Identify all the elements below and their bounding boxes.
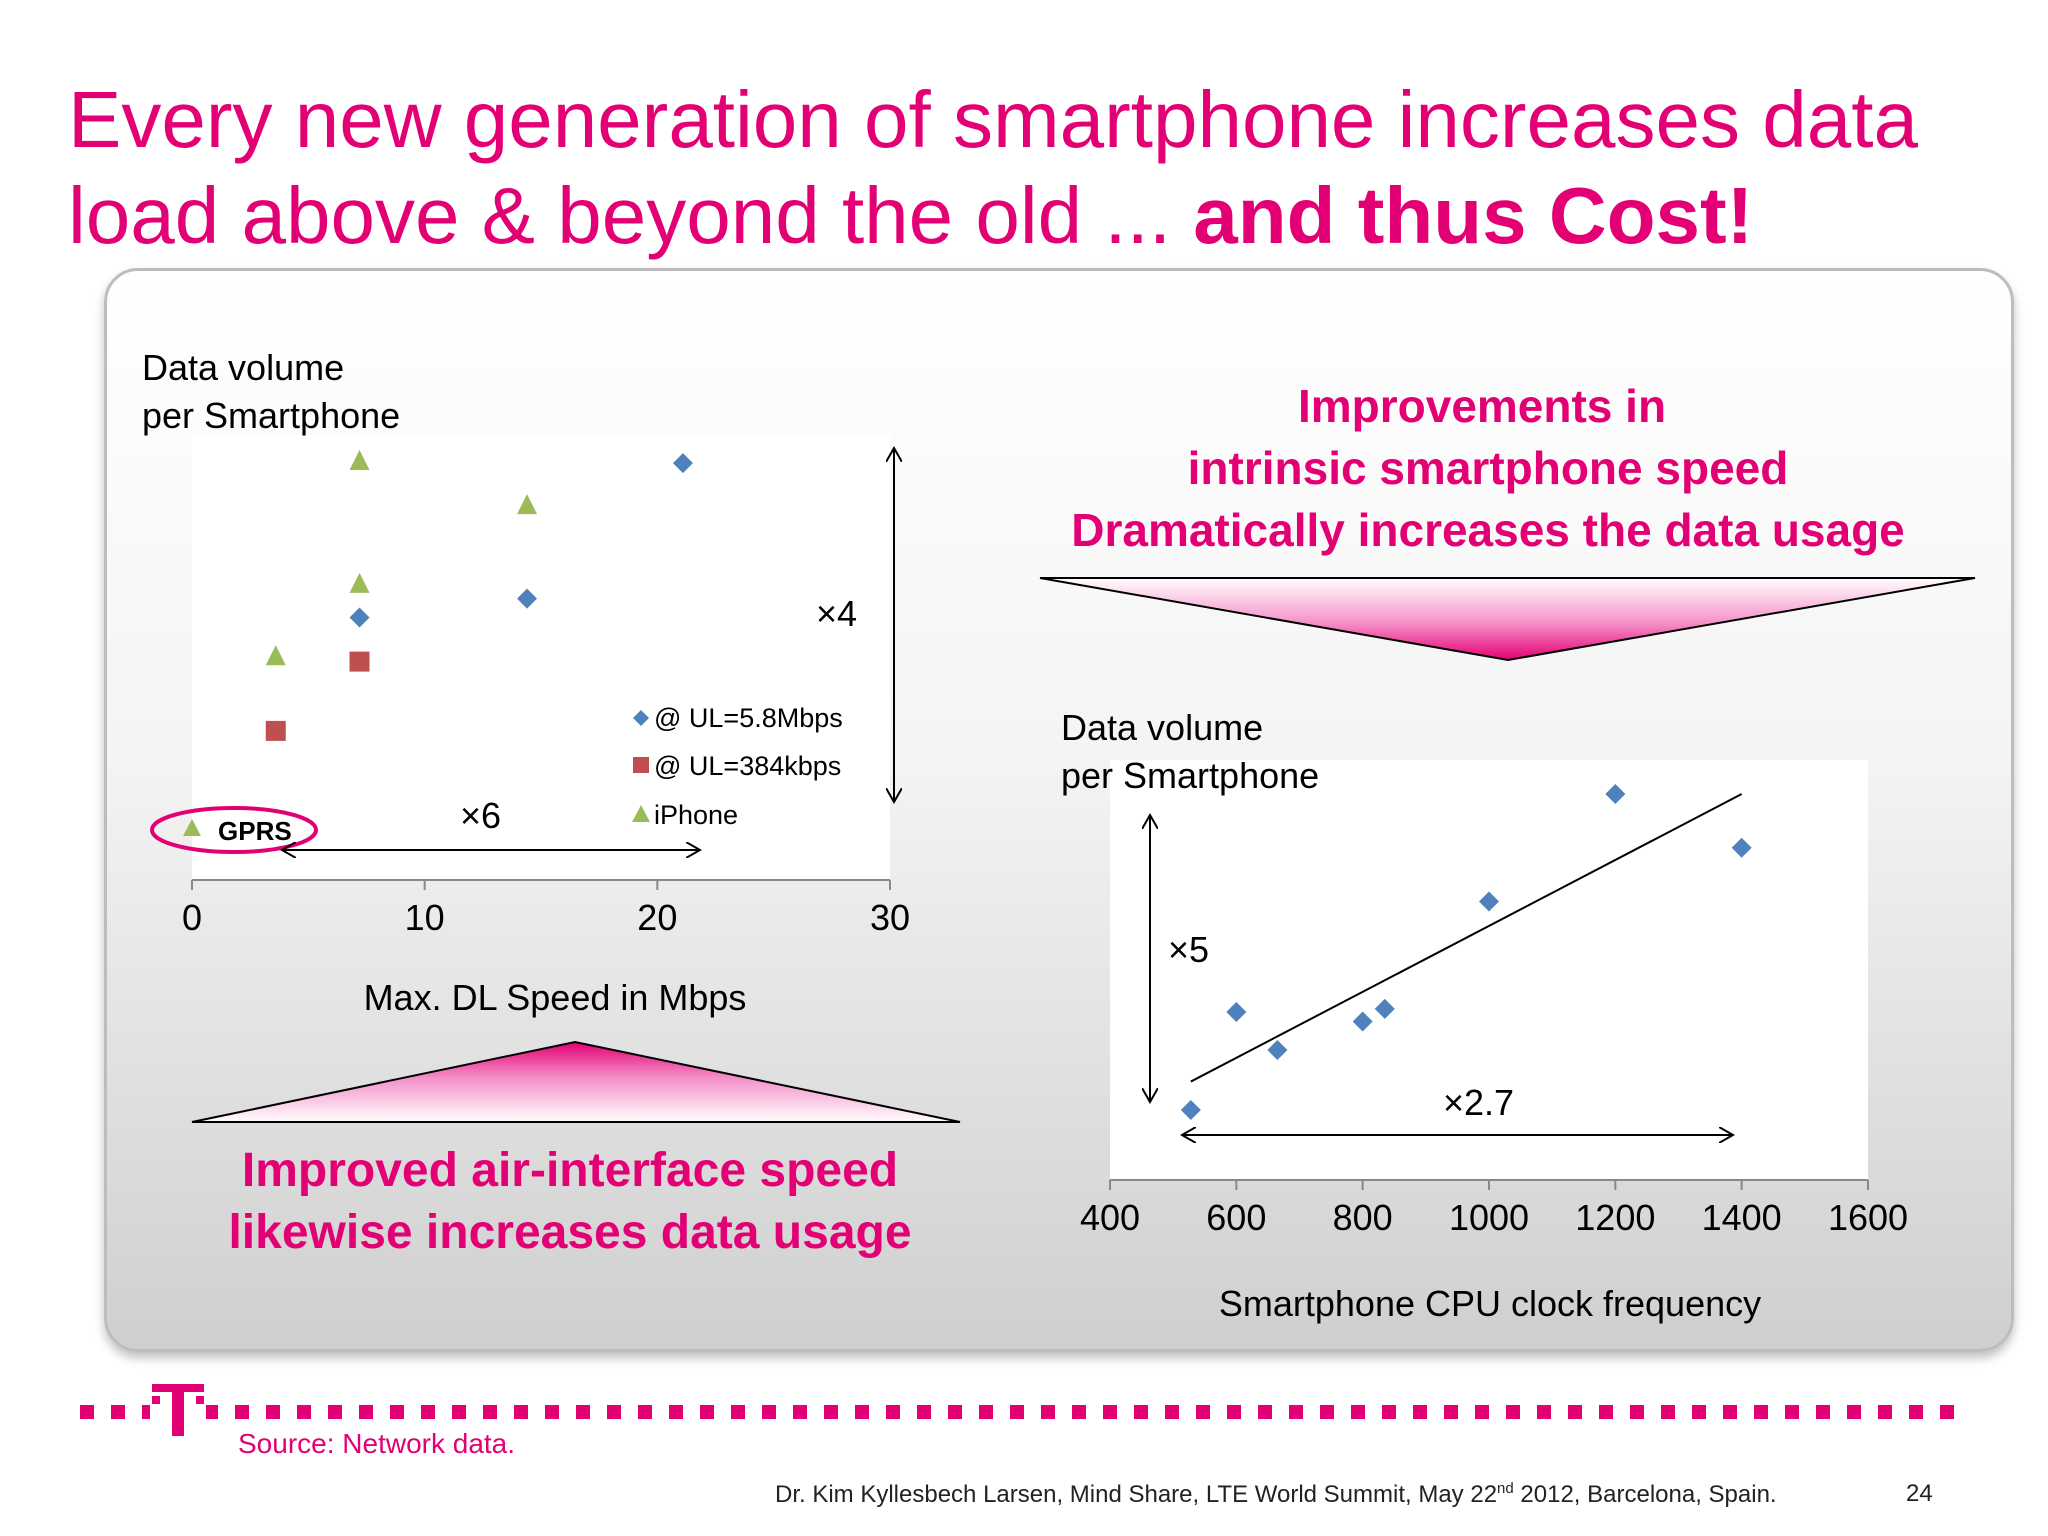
chart2-tick-label: 800: [1333, 1197, 1393, 1238]
presenter-credit: Dr. Kim Kyllesbech Larsen, Mind Share, L…: [775, 1480, 1777, 1509]
legend-label-ul58: @ UL=5.8Mbps: [654, 703, 843, 733]
callout-top-line3: Dramatically increases the data usage: [1071, 504, 1905, 556]
callout-bottom-up-triangle: [191, 1040, 961, 1123]
legend-label-iphone: iPhone: [654, 800, 738, 830]
footer-dotted-line: [80, 1405, 1970, 1419]
chart1-point-series2: [265, 645, 286, 666]
chart2-ylabel-line2: per Smartphone: [1061, 755, 1319, 796]
chart2-xlabel: Smartphone CPU clock frequency: [1219, 1283, 1761, 1324]
chart1-point-series2: [349, 450, 370, 470]
legend-square-icon: [633, 757, 649, 773]
chart1-point-series0: [349, 607, 370, 628]
chart2-points: [1180, 784, 1752, 1120]
chart1-point-series2: [349, 572, 370, 593]
chart2-point: [1267, 1039, 1288, 1060]
slide-title-regular: Every new generation of smartphone incre…: [68, 75, 1918, 260]
chart1-points: [265, 450, 693, 741]
chart2-point: [1352, 1011, 1373, 1032]
chart1-y-factor: ×4: [816, 593, 857, 634]
credit-text-sup: nd: [1497, 1480, 1514, 1497]
chart1-legend: @ UL=5.8Mbps @ UL=384kbps iPhone: [632, 703, 843, 830]
chart2-point: [1226, 1002, 1247, 1023]
gprs-highlight-ellipse: [150, 806, 318, 854]
callout-top-line2: intrinsic smartphone speed: [1188, 442, 1789, 494]
chart1-tick-label: 0: [182, 897, 202, 938]
source-note: Source: Network data.: [238, 1428, 516, 1459]
chart2-point: [1374, 998, 1395, 1019]
chart1-x-factor: ×6: [460, 795, 501, 836]
chart1-point-series0: [672, 453, 693, 474]
chart2-tick-label: 400: [1080, 1197, 1140, 1238]
chart2-trendline: [1190, 793, 1743, 1083]
chart2-point: [1479, 891, 1499, 912]
legend-triangle-icon: [632, 805, 650, 822]
slide-title-bold: and thus Cost!: [1193, 171, 1754, 260]
chart2-x-ticks: 400 600 800 1000 1200 1400 1600: [1080, 1180, 1908, 1238]
t-logo-icon: [150, 1378, 206, 1440]
chart1-plot-area: [192, 435, 890, 880]
chart2-tick-label: 1000: [1449, 1197, 1529, 1238]
chart1-ylabel-line2: per Smartphone: [142, 395, 400, 436]
chart1-tick-label: 10: [405, 897, 445, 938]
chart1-point-series2: [517, 494, 538, 515]
chart1-tick-label: 20: [637, 897, 677, 938]
chart2-tick-label: 1600: [1828, 1197, 1908, 1238]
callout-bottom-line1: Improved air-interface speed: [242, 1144, 898, 1197]
gprs-label: GPRS: [218, 816, 292, 846]
callout-top-line1: Improvements in: [1298, 380, 1666, 432]
chart2-point: [1180, 1100, 1201, 1120]
chart1-x-ticks: 0 10 20 30: [182, 880, 910, 938]
chart2-point: [1605, 784, 1626, 804]
chart1-tick-label: 30: [870, 897, 910, 938]
chart2-tick-label: 600: [1206, 1197, 1266, 1238]
chart2-ylabel-line1: Data volume: [1061, 707, 1263, 748]
legend-diamond-icon: [633, 710, 649, 726]
chart1-point-series0: [517, 588, 538, 609]
chart2-x-factor: ×2.7: [1443, 1082, 1514, 1123]
credit-text-pre: Dr. Kim Kyllesbech Larsen, Mind Share, L…: [775, 1481, 1498, 1508]
chart1-ylabel-line1: Data volume: [142, 347, 344, 388]
slide-title: Every new generation of smartphone incre…: [68, 72, 2008, 264]
chart1-xlabel: Max. DL Speed in Mbps: [364, 977, 747, 1018]
page-number: 24: [1906, 1480, 1933, 1507]
chart2-plot-area: [1110, 760, 1868, 1180]
chart2-point: [1731, 837, 1752, 858]
chart2-tick-label: 1400: [1702, 1197, 1782, 1238]
legend-label-ul384: @ UL=384kbps: [654, 751, 841, 781]
chart2-tick-label: 1200: [1575, 1197, 1655, 1238]
callout-top-down-triangle: [1039, 577, 1976, 662]
callout-bottom-line2: likewise increases data usage: [228, 1206, 911, 1259]
chart1-point-series1: [349, 651, 370, 672]
credit-text-post: 2012, Barcelona, Spain.: [1513, 1481, 1777, 1508]
chart1-point-series1: [265, 720, 286, 741]
chart2-y-factor: ×5: [1168, 929, 1209, 970]
gprs-triangle-icon: [183, 819, 201, 836]
